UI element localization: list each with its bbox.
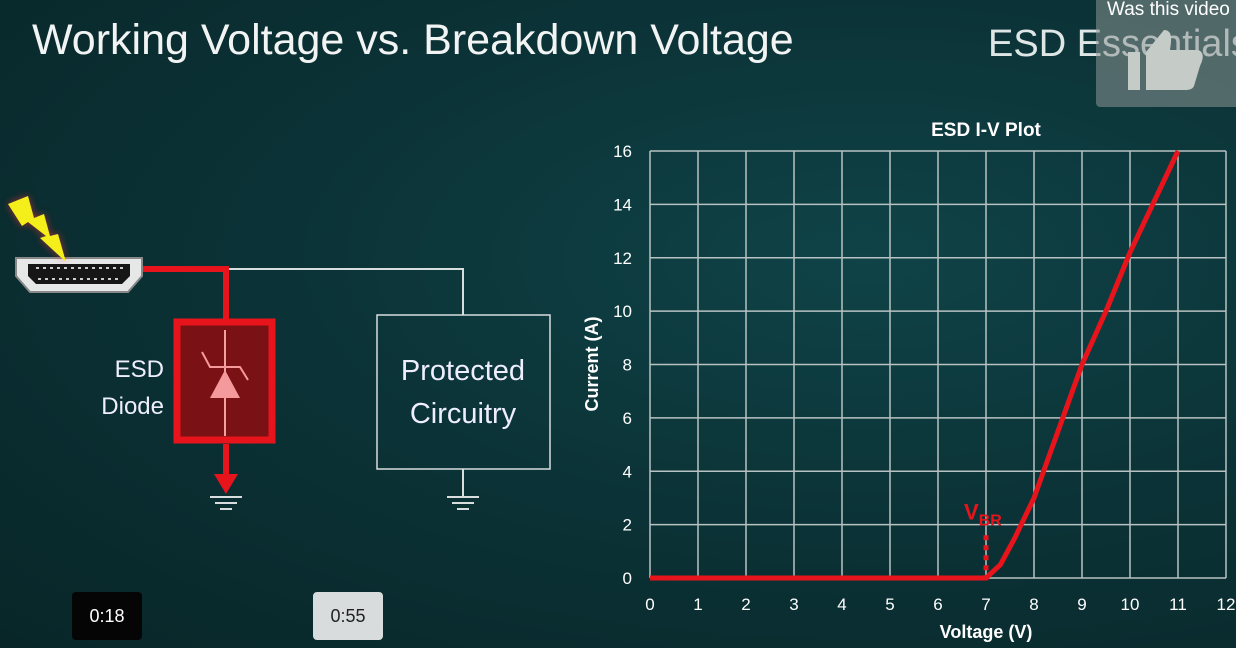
x-tick-label: 12 bbox=[1217, 595, 1236, 614]
protected-label-1: Protected bbox=[401, 355, 525, 387]
x-tick-label: 11 bbox=[1169, 595, 1187, 614]
x-tick-label: 10 bbox=[1121, 595, 1140, 614]
slide-title: Working Voltage vs. Breakdown Voltage bbox=[32, 16, 794, 64]
x-tick-label: 5 bbox=[885, 595, 894, 614]
diode-label-2: Diode bbox=[101, 393, 164, 420]
signal-wire bbox=[228, 268, 464, 315]
feedback-question: Was this video bbox=[1107, 0, 1230, 20]
protected-label-2: Circuitry bbox=[410, 398, 517, 430]
x-tick-label: 8 bbox=[1029, 595, 1038, 614]
chart-title: ESD I-V Plot bbox=[931, 120, 1041, 141]
x-tick-label: 7 bbox=[981, 595, 990, 614]
esd-current-path bbox=[142, 266, 229, 322]
vbr-annotation: VBR bbox=[964, 499, 1002, 529]
zener-diode-icon bbox=[210, 370, 240, 398]
lightning-bolt-icon bbox=[8, 196, 66, 262]
timestamp-start[interactable]: 0:18 bbox=[72, 592, 142, 640]
x-tick-label: 2 bbox=[741, 595, 750, 614]
y-tick-label: 6 bbox=[623, 409, 632, 428]
arrow-down-icon bbox=[214, 474, 238, 494]
thumbs-up-icon[interactable] bbox=[1128, 30, 1204, 92]
circuit-diagram: ESD Diode Protected Circuitry bbox=[8, 196, 551, 510]
x-tick-label: 0 bbox=[645, 595, 654, 614]
ground-icon bbox=[210, 496, 242, 510]
x-axis-label: Voltage (V) bbox=[940, 622, 1033, 642]
x-tick-label: 6 bbox=[933, 595, 942, 614]
iv-chart: ESD I-V Plot 0 1 2 3 4 5 6 7 8 9 10 11 12 0246810121… bbox=[582, 120, 1235, 642]
diode-label-1: ESD bbox=[115, 356, 164, 383]
x-tick-label: 1 bbox=[693, 595, 702, 614]
x-tick-label: 9 bbox=[1077, 595, 1086, 614]
timestamp-end[interactable]: 0:55 bbox=[313, 592, 383, 640]
y-tick-label: 14 bbox=[613, 195, 632, 214]
hdmi-connector-icon bbox=[15, 257, 143, 293]
esd-diode-box bbox=[173, 318, 276, 444]
feedback-panel[interactable] bbox=[1096, 0, 1236, 107]
x-tick-label: 4 bbox=[837, 595, 846, 614]
series-line-iv-curve bbox=[650, 149, 1181, 581]
y-tick-label: 2 bbox=[623, 516, 632, 535]
y-tick-label: 16 bbox=[613, 142, 632, 161]
protected-circuitry-box bbox=[376, 314, 551, 470]
y-tick-label: 12 bbox=[613, 249, 632, 268]
y-tick-label: 4 bbox=[623, 462, 632, 481]
y-tick-label: 0 bbox=[623, 569, 632, 588]
x-tick-labels: 0 1 2 3 4 5 6 7 8 9 10 11 12 bbox=[645, 595, 1235, 614]
y-tick-label: 8 bbox=[623, 356, 632, 375]
chart-grid bbox=[649, 150, 1227, 579]
ground-icon bbox=[447, 496, 479, 510]
y-axis-label: Current (A) bbox=[582, 317, 602, 412]
x-tick-label: 3 bbox=[789, 595, 798, 614]
y-tick-label: 10 bbox=[613, 302, 632, 321]
y-tick-labels: 0 2 4 6 8 10 12 14 16 bbox=[613, 142, 632, 588]
